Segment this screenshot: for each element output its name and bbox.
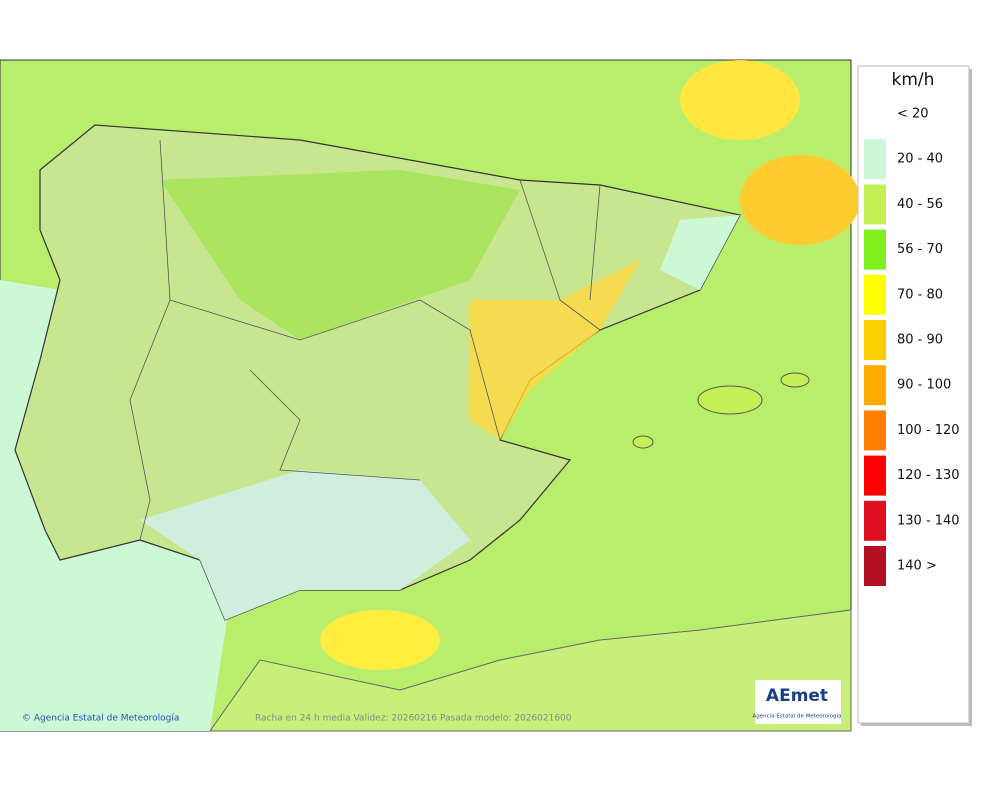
legend-swatch [864,546,886,586]
legend-label: 140 > [897,559,937,574]
legend-swatch [864,139,886,180]
credit: © Agencia Estatal de Meteorología [22,714,179,724]
wind-area [160,170,520,340]
legend-swatch [864,410,886,451]
borders [129,139,601,541]
logo-box [755,680,841,724]
ibiza [632,435,654,449]
legend-swatch [864,455,886,496]
legend-swatch [864,365,886,406]
legend-label: 80 - 90 [897,333,943,348]
map: © Agencia Estatal de Meteorología Racha … [0,59,860,732]
mallorca [697,385,763,415]
legend-label: 70 - 80 [897,287,943,302]
wind-area [320,610,440,670]
legend-label: 90 - 100 [897,378,951,393]
legend-swatch [864,184,886,225]
legend-label: 130 - 140 [897,513,960,528]
legend-swatch [864,320,886,360]
legend-swatch [864,229,886,270]
legend-label: 40 - 56 [897,197,943,212]
legend-swatch [864,94,886,134]
calm-area [140,470,470,620]
legend-label: 20 - 40 [897,152,943,167]
legend-unit: km/h [892,70,935,90]
wind-area [680,60,800,140]
legend-swatch [864,500,886,541]
north-africa [209,609,852,732]
calm-area [660,215,740,290]
legend-swatch [864,274,886,315]
menorca [780,372,810,388]
wind-area [740,155,860,245]
caption: Racha en 24 h media Validez: 20260216 Pa… [255,714,572,724]
logo-subtitle: Agencia Estatal de Meteorología [753,713,842,720]
legend-label: < 20 [897,107,929,122]
logo: AEmet [766,686,828,706]
wind-area [470,260,640,440]
legend-label: 56 - 70 [897,242,943,257]
legend-label: 120 - 130 [897,468,960,483]
legend-label: 100 - 120 [897,423,960,438]
